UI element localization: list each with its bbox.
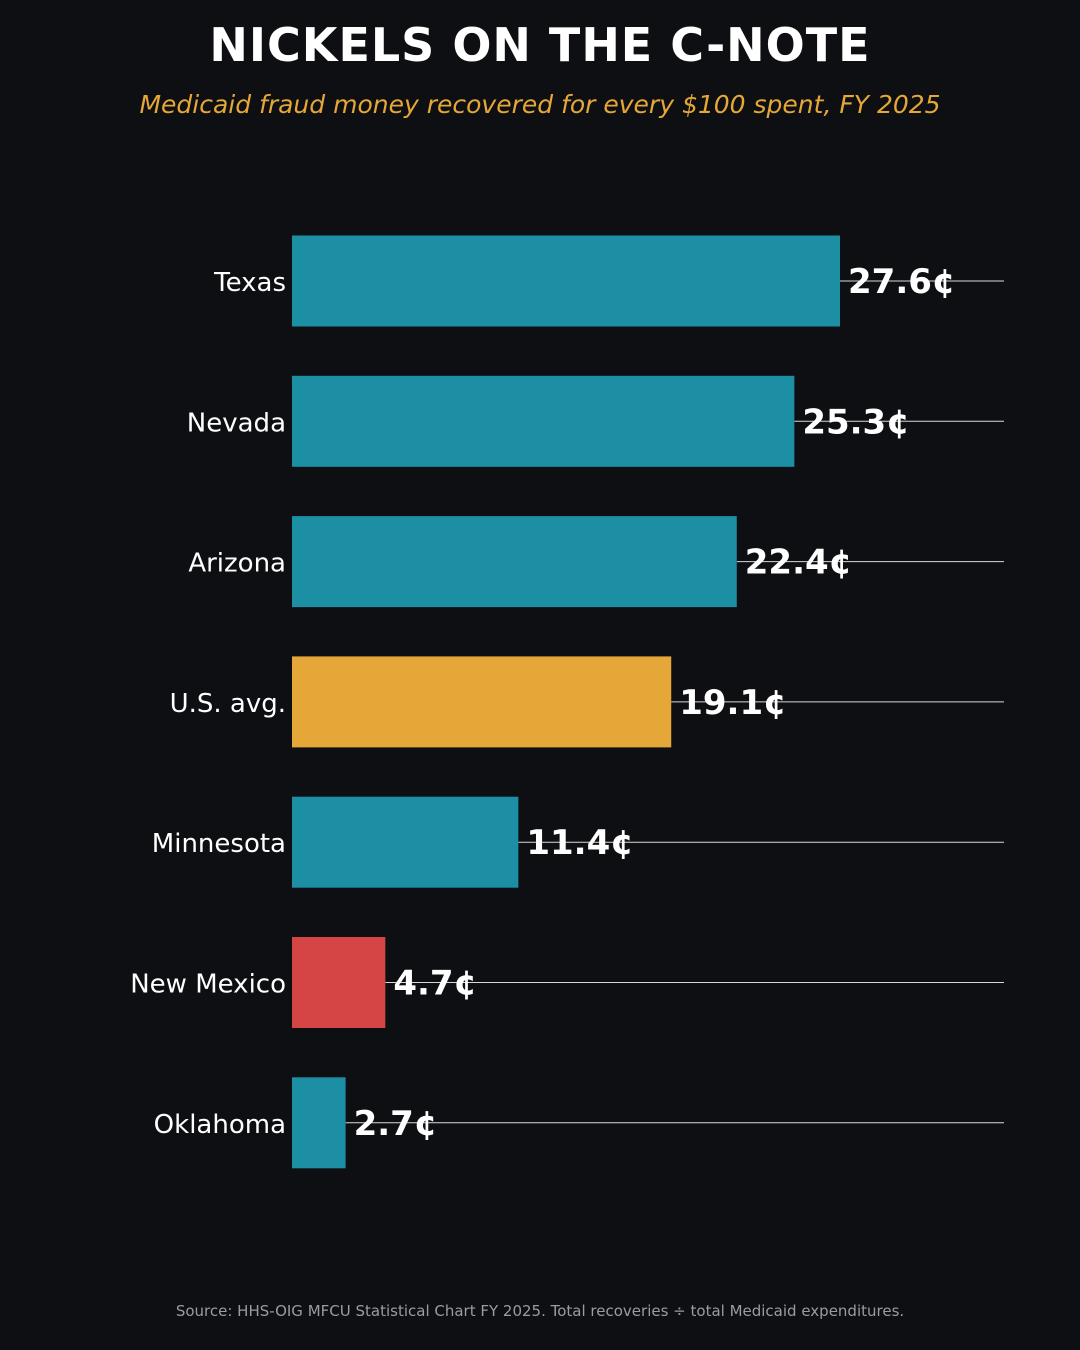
bar-oklahoma — [292, 1077, 346, 1169]
category-label: Nevada — [187, 408, 286, 438]
bar-u-s-avg — [292, 656, 672, 748]
bar-new-mexico — [292, 937, 386, 1028]
value-label: 11.4¢ — [526, 823, 634, 863]
category-label: Arizona — [188, 549, 286, 579]
category-label: U.S. avg. — [170, 689, 286, 719]
bar-arizona — [292, 516, 737, 608]
value-label: 19.1¢ — [679, 683, 787, 723]
category-label: Texas — [213, 268, 286, 298]
value-label: 22.4¢ — [745, 543, 853, 583]
category-label: Minnesota — [152, 829, 286, 859]
bar-minnesota — [292, 796, 519, 888]
category-label: Oklahoma — [154, 1110, 286, 1140]
bar-texas — [292, 235, 840, 327]
value-label: 25.3¢ — [802, 402, 910, 442]
value-label: 27.6¢ — [848, 262, 956, 302]
value-label: 4.7¢ — [393, 964, 477, 1004]
value-label: 2.7¢ — [354, 1104, 438, 1144]
chart-subtitle: Medicaid fraud money recovered for every… — [139, 90, 941, 119]
source-note: Source: HHS-OIG MFCU Statistical Chart F… — [175, 1302, 905, 1320]
chart-title: NICKELS ON THE C-NOTE — [209, 18, 871, 72]
bar-nevada — [292, 375, 795, 467]
category-label: New Mexico — [130, 970, 286, 1000]
